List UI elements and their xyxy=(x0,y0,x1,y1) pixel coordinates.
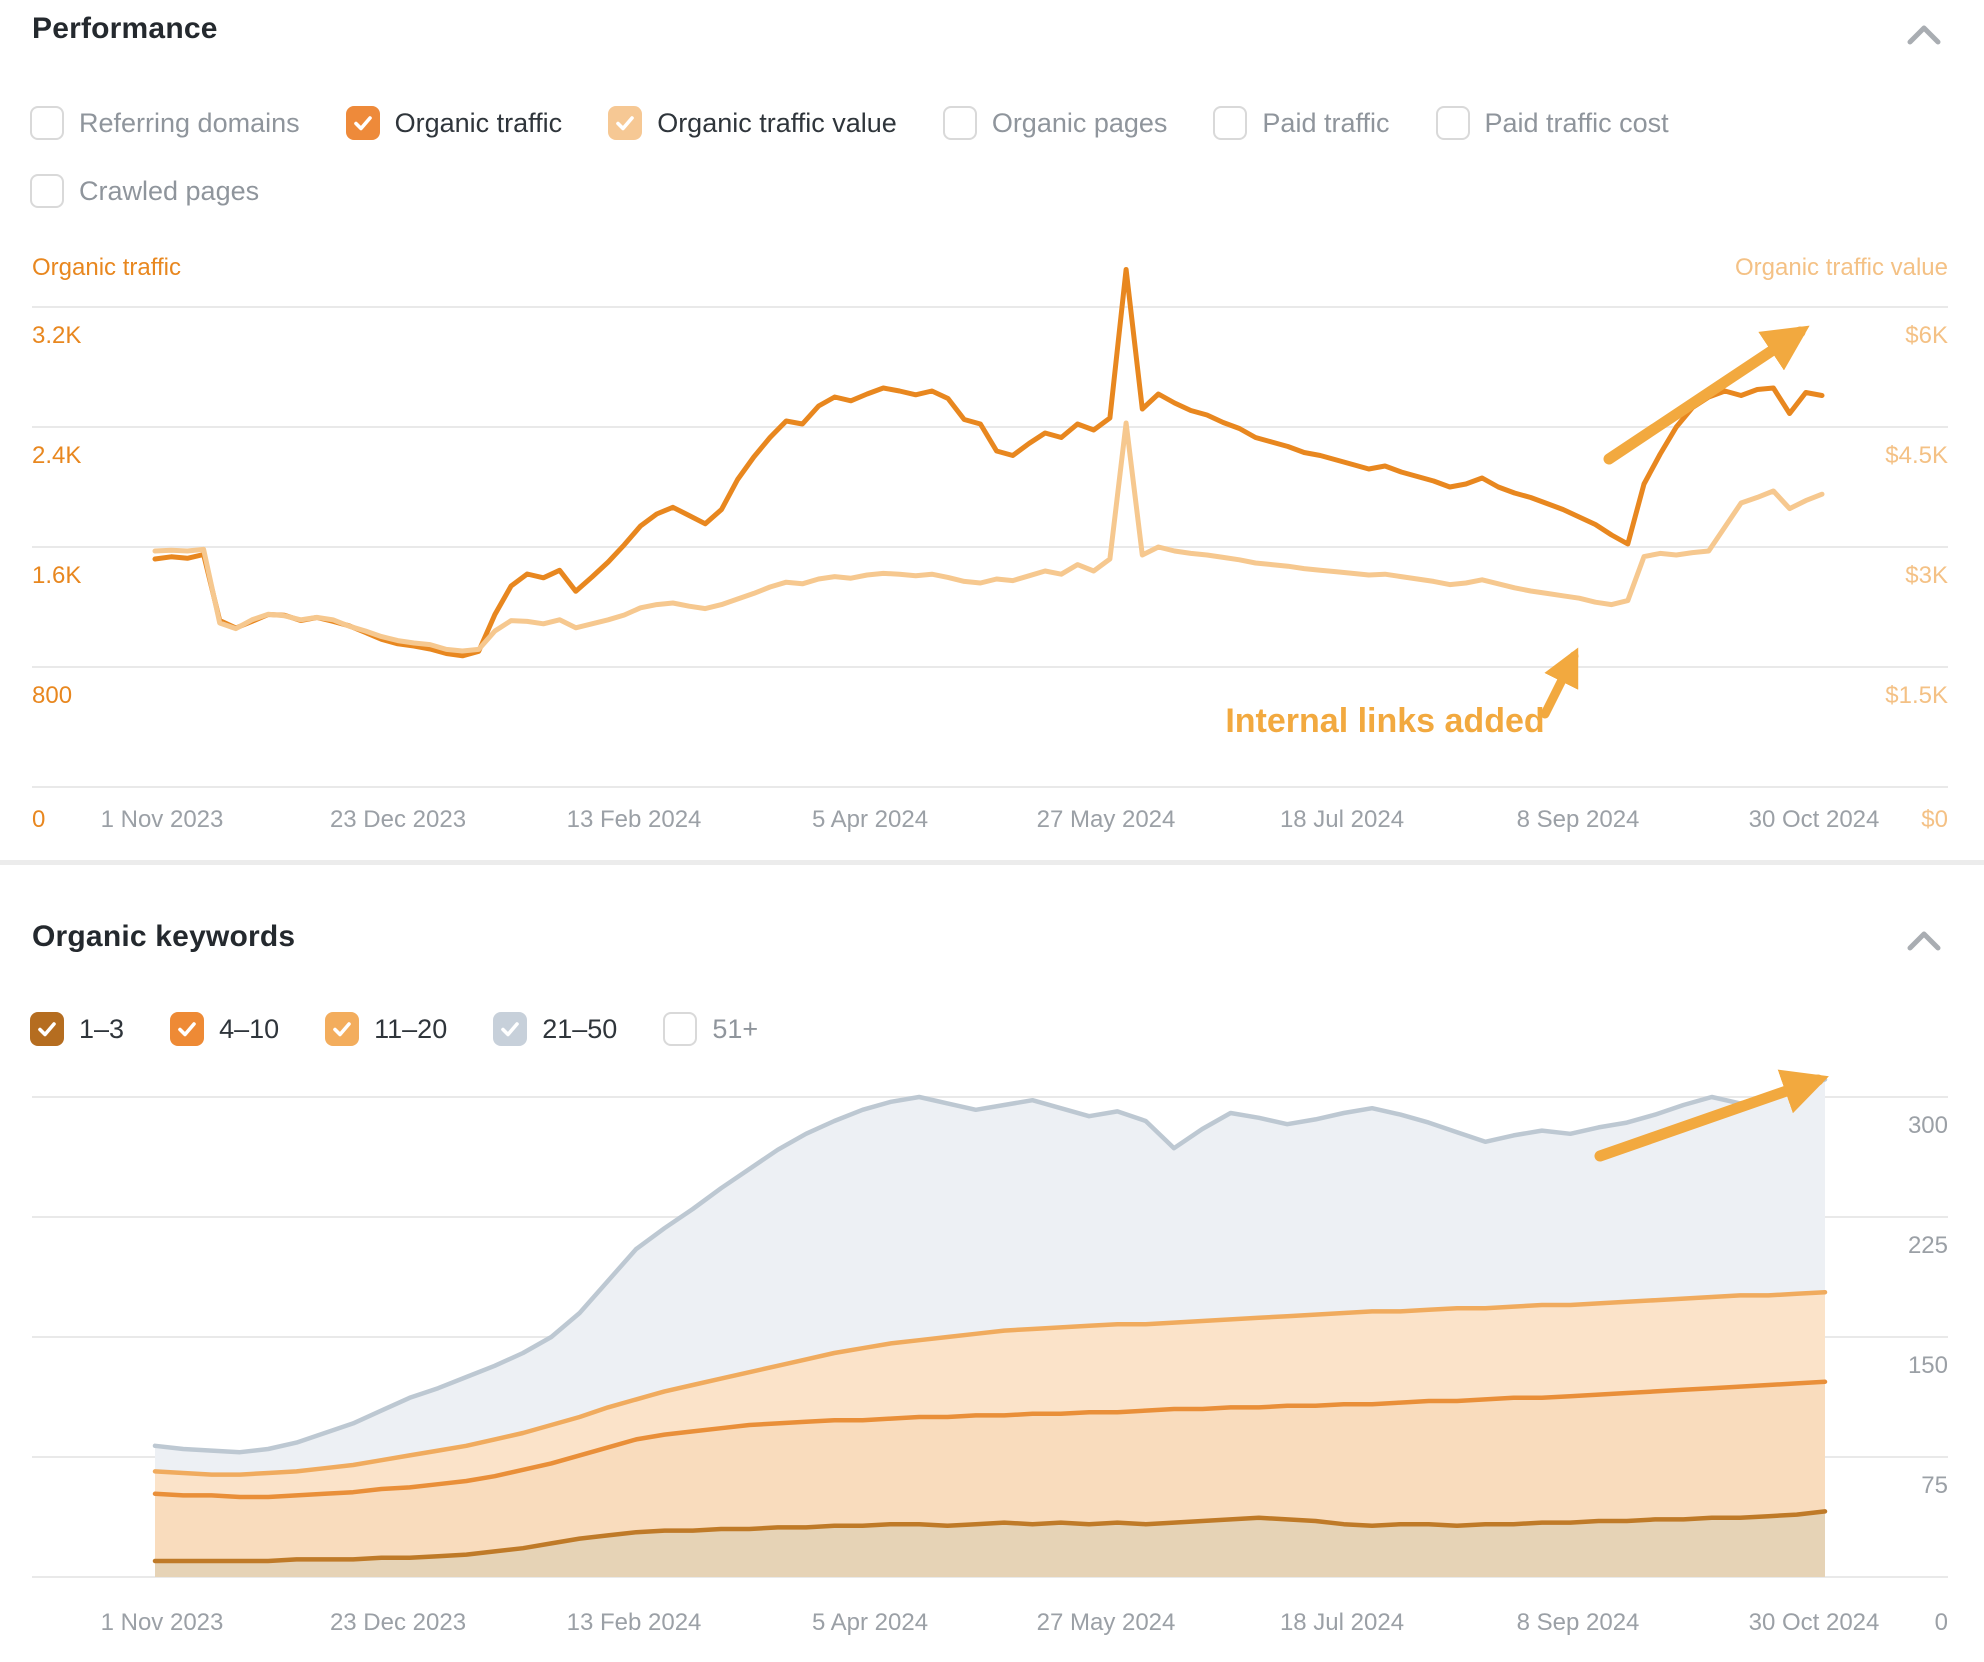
svg-text:18 Jul 2024: 18 Jul 2024 xyxy=(1280,806,1404,833)
svg-text:1.6K: 1.6K xyxy=(32,562,81,589)
filter-4-10[interactable]: 4–10 xyxy=(170,1012,279,1046)
checkbox-checked-icon[interactable] xyxy=(493,1012,528,1046)
filter-label: 11–20 xyxy=(374,1013,448,1044)
filter-label: 1–3 xyxy=(79,1013,125,1044)
svg-text:$3K: $3K xyxy=(1905,562,1948,589)
svg-text:5 Apr 2024: 5 Apr 2024 xyxy=(812,806,928,833)
svg-text:8 Sep 2024: 8 Sep 2024 xyxy=(1517,806,1640,833)
performance-chart[interactable]: 3.2K 2.4K 1.6K 800 0 $6K $4.5K $3K $1.5K $0 1 Nov … xyxy=(0,240,1984,860)
svg-text:$0: $0 xyxy=(1921,806,1948,833)
filter-organic-pages[interactable]: Organic pages xyxy=(942,106,1168,140)
checkbox-checked-icon[interactable] xyxy=(170,1012,205,1046)
panel-divider xyxy=(0,860,1984,865)
checkbox-checked-icon[interactable] xyxy=(345,106,380,140)
svg-text:800: 800 xyxy=(32,682,72,709)
checkbox-unchecked-icon[interactable] xyxy=(30,174,64,208)
filter-21-50[interactable]: 21–50 xyxy=(493,1012,617,1046)
performance-panel-title: Performance xyxy=(32,12,218,45)
filter-1-3[interactable]: 1–3 xyxy=(30,1012,124,1046)
checkbox-unchecked-icon[interactable] xyxy=(1213,106,1248,140)
svg-text:3.2K: 3.2K xyxy=(32,322,81,349)
filter-label: 51+ xyxy=(712,1013,759,1044)
svg-text:$4.5K: $4.5K xyxy=(1885,442,1948,469)
checkbox-unchecked-icon[interactable] xyxy=(663,1012,698,1046)
right-axis-title: Organic traffic value xyxy=(1735,254,1948,281)
filter-label: Paid traffic xyxy=(1262,107,1390,138)
organic-keywords-chart[interactable]: 300 225 150 75 0 1 Nov 2023 23 Dec 2023 13 Feb … xyxy=(0,1060,1984,1662)
svg-text:2.4K: 2.4K xyxy=(32,442,81,469)
filter-paid-traffic-cost[interactable]: Paid traffic cost xyxy=(1435,106,1669,140)
filter-referring-domains[interactable]: Referring domains xyxy=(30,106,300,140)
svg-text:300: 300 xyxy=(1908,1112,1948,1139)
svg-text:30 Oct 2024: 30 Oct 2024 xyxy=(1749,806,1880,833)
svg-text:75: 75 xyxy=(1921,1472,1948,1499)
internal-links-annotation: Internal links added xyxy=(1225,702,1545,740)
filter-organic-traffic[interactable]: Organic traffic xyxy=(345,106,563,140)
collapse-keywords-chevron-up-icon[interactable] xyxy=(1902,924,1946,960)
checkbox-checked-icon[interactable] xyxy=(608,106,643,140)
filter-11-20[interactable]: 11–20 xyxy=(325,1012,447,1046)
checkbox-unchecked-icon[interactable] xyxy=(30,106,64,140)
filter-51-[interactable]: 51+ xyxy=(663,1012,758,1046)
filter-label: Organic pages xyxy=(991,107,1168,138)
checkbox-unchecked-icon[interactable] xyxy=(1435,106,1470,140)
svg-text:8 Sep 2024: 8 Sep 2024 xyxy=(1517,1609,1640,1636)
filter-paid-traffic[interactable]: Paid traffic xyxy=(1213,106,1390,140)
svg-text:1 Nov 2023: 1 Nov 2023 xyxy=(101,1609,224,1636)
svg-text:13 Feb 2024: 13 Feb 2024 xyxy=(567,806,702,833)
svg-text:18 Jul 2024: 18 Jul 2024 xyxy=(1280,1609,1404,1636)
svg-text:5 Apr 2024: 5 Apr 2024 xyxy=(812,1609,928,1636)
filter-crawled-pages[interactable]: Crawled pages xyxy=(30,174,259,208)
checkbox-unchecked-icon[interactable] xyxy=(942,106,977,140)
filter-label: 21–50 xyxy=(542,1013,618,1044)
svg-text:13 Feb 2024: 13 Feb 2024 xyxy=(567,1609,702,1636)
collapse-performance-chevron-up-icon[interactable] xyxy=(1902,18,1946,54)
svg-text:27 May 2024: 27 May 2024 xyxy=(1037,806,1176,833)
filter-label: 4–10 xyxy=(219,1013,280,1044)
filter-label: Organic traffic xyxy=(394,107,563,138)
checkbox-checked-icon[interactable] xyxy=(30,1012,64,1046)
filter-label: Organic traffic value xyxy=(657,107,897,138)
svg-text:$1.5K: $1.5K xyxy=(1885,682,1948,709)
filter-label: Crawled pages xyxy=(79,175,260,206)
svg-text:30 Oct 2024: 30 Oct 2024 xyxy=(1749,1609,1880,1636)
svg-text:27 May 2024: 27 May 2024 xyxy=(1037,1609,1176,1636)
filter-label: Paid traffic cost xyxy=(1484,107,1669,138)
svg-text:0: 0 xyxy=(32,806,45,833)
filter-organic-traffic-value[interactable]: Organic traffic value xyxy=(608,106,897,140)
organic-keywords-panel-title: Organic keywords xyxy=(32,920,296,953)
left-axis-title: Organic traffic xyxy=(32,254,181,281)
checkbox-checked-icon[interactable] xyxy=(325,1012,360,1046)
performance-filters-row-1: Referring domains Organic traffic Organic … xyxy=(30,106,1669,140)
svg-text:0: 0 xyxy=(1935,1609,1948,1636)
svg-text:23 Dec 2023: 23 Dec 2023 xyxy=(330,1609,466,1636)
svg-text:1 Nov 2023: 1 Nov 2023 xyxy=(101,806,224,833)
svg-text:225: 225 xyxy=(1908,1232,1948,1259)
svg-text:23 Dec 2023: 23 Dec 2023 xyxy=(330,806,466,833)
keywords-filters-row-1: 1–3 4–10 11–20 21–50 51+ xyxy=(30,1012,758,1046)
svg-text:$6K: $6K xyxy=(1905,322,1948,349)
filter-label: Referring domains xyxy=(79,107,300,138)
svg-text:150: 150 xyxy=(1908,1352,1948,1379)
performance-filters-row-2: Crawled pages xyxy=(30,174,259,208)
